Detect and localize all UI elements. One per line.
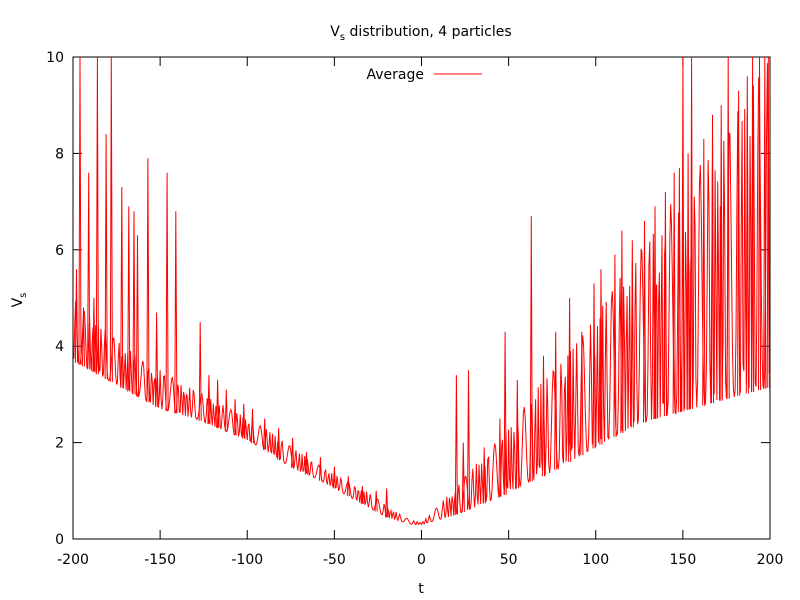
x-tick-label: 100 (582, 552, 609, 568)
series-spike (109, 56, 113, 382)
series-spike (346, 476, 350, 497)
x-tick-label: -50 (323, 552, 346, 568)
y-tick-label: 6 (55, 243, 64, 259)
x-tick-label: 50 (500, 552, 518, 568)
series-spike (250, 408, 254, 444)
y-tick-label: 4 (55, 339, 64, 355)
series-spike (242, 403, 246, 439)
series-spike (291, 437, 295, 468)
series-spike (745, 76, 749, 394)
x-tick-label: 150 (670, 552, 697, 568)
series-spike (304, 452, 308, 475)
series-spike (758, 56, 762, 391)
series-spike (374, 490, 378, 512)
y-axis-label: Vs (10, 293, 29, 308)
series-spike (580, 331, 584, 456)
x-tick-label: -150 (144, 552, 176, 568)
series-spike (763, 56, 767, 389)
series-line-average (72, 63, 771, 526)
series-spike (515, 379, 519, 489)
series-spike (681, 56, 685, 412)
x-axis-label: t (418, 581, 424, 597)
series-spike (198, 322, 202, 421)
y-tick-label: 10 (46, 50, 64, 66)
series-spike (686, 153, 690, 410)
series-spike (135, 235, 139, 397)
series-spike (592, 283, 596, 449)
series-spike (87, 172, 91, 370)
x-tick-label: 200 (757, 552, 784, 568)
series-spike (630, 240, 634, 428)
series-spike (74, 269, 78, 363)
series-spike (726, 56, 730, 399)
series-spike (155, 312, 159, 407)
series-spike (672, 172, 676, 414)
series-spike (568, 297, 572, 462)
series-spike (92, 297, 96, 373)
series-spike (146, 158, 150, 403)
series-spike (751, 56, 755, 393)
series-spike (482, 447, 486, 504)
series-layer (72, 56, 771, 526)
series-spike (78, 56, 82, 365)
x-tick-label: -100 (231, 552, 263, 568)
series-spike (207, 375, 211, 425)
series-spike (529, 216, 533, 482)
series-spike (711, 114, 714, 404)
series-spike (224, 389, 228, 432)
series-spike (132, 211, 136, 395)
legend: Average (367, 67, 482, 83)
series-spike (467, 370, 471, 510)
series-spike (95, 56, 99, 375)
series-spike (677, 167, 681, 413)
series-spike (702, 138, 706, 406)
series-spike (620, 230, 624, 434)
series-spike (120, 187, 124, 388)
y-tick-label: 8 (55, 146, 64, 162)
series-spike (599, 269, 603, 445)
series-spike (766, 56, 770, 388)
series-spike (653, 206, 657, 420)
series-spike (263, 418, 267, 450)
series-spike (503, 331, 507, 495)
chart-title: Vs distribution, 4 particles (330, 24, 511, 43)
series-spike (277, 428, 281, 460)
series-spike (498, 418, 502, 497)
series-spike (554, 331, 558, 470)
series-spike (454, 375, 458, 515)
series-spike (737, 90, 741, 396)
series-spike (663, 191, 667, 417)
series-spike (104, 134, 108, 380)
series-spike (360, 485, 364, 504)
series-spike (461, 442, 465, 513)
series-spike (216, 379, 220, 428)
series-spike (81, 307, 85, 367)
series-spike (643, 220, 647, 423)
series-spike (174, 211, 178, 414)
x-tick-label: 0 (417, 552, 426, 568)
legend-label-average: Average (367, 67, 425, 83)
series-spike (233, 399, 237, 436)
series-spike (318, 457, 322, 481)
series-spike (690, 56, 694, 409)
x-tick-label: -200 (57, 552, 89, 568)
y-tick-label: 0 (55, 532, 64, 548)
series-spike (613, 254, 617, 437)
axis-tick-labels: -200 -150 -100 -50 0 50 100 150 200 0 2 4 6 8 10 (46, 50, 783, 568)
series-spike (385, 488, 389, 518)
series-spike (165, 172, 169, 411)
series-spike (127, 206, 131, 392)
series-spike (719, 105, 723, 401)
series-spike (541, 355, 545, 477)
series-spike (332, 466, 336, 489)
y-tick-label: 2 (55, 436, 64, 452)
